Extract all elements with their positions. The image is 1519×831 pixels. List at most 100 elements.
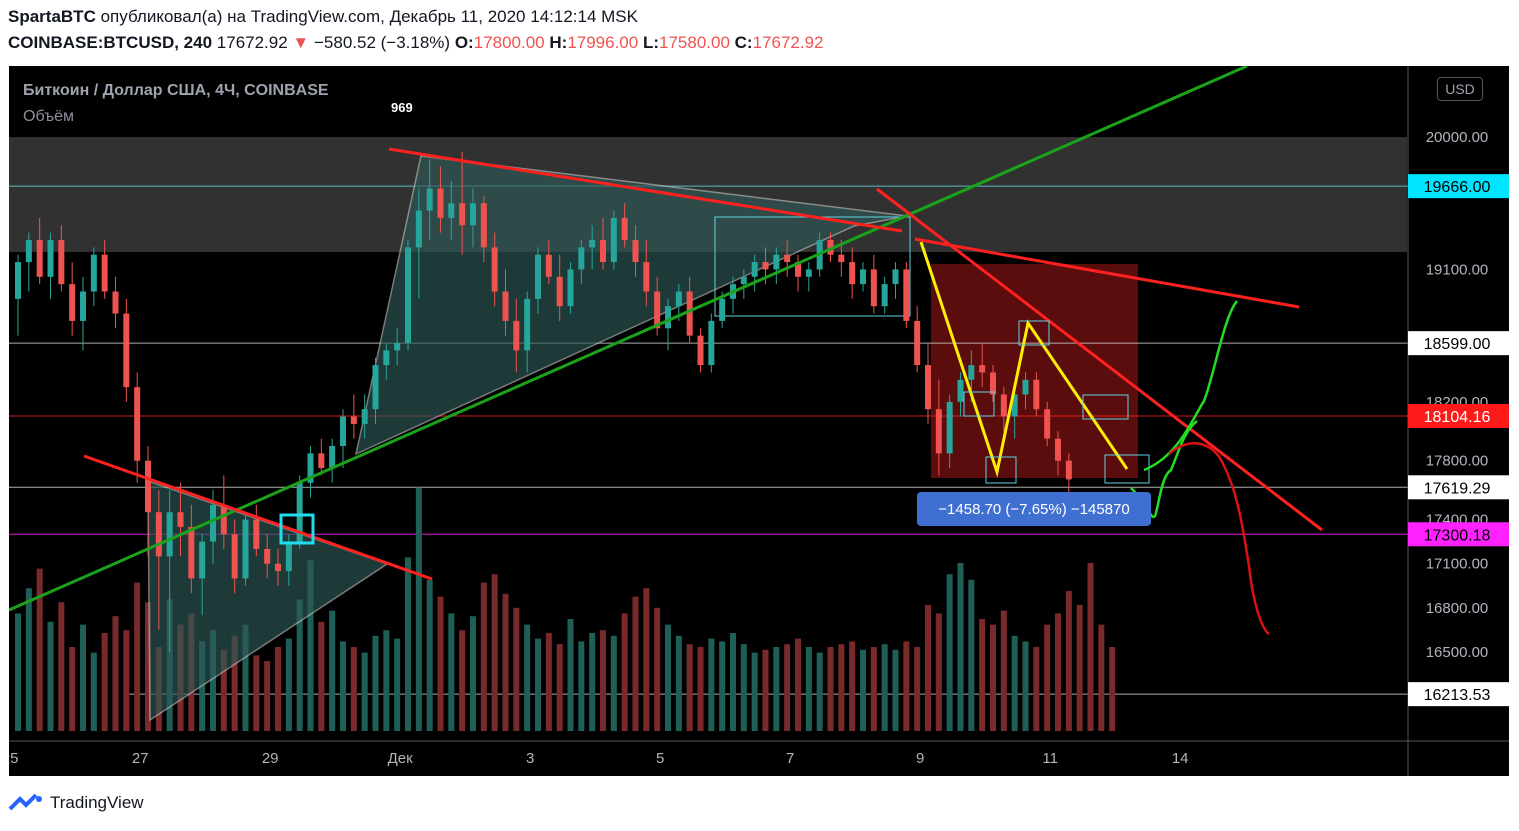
volume-bar (264, 661, 271, 731)
volume-bar (957, 563, 964, 731)
legend-volume[interactable]: Объём (23, 108, 74, 125)
volume-bar (101, 633, 108, 731)
price-tag-bg (1408, 475, 1509, 500)
candle-body (665, 306, 671, 329)
w-pattern[interactable] (919, 241, 1129, 478)
volume-bar (361, 652, 368, 731)
candle-body (513, 320, 520, 351)
high-label: H: (549, 33, 568, 52)
time-tick-label: 9 (916, 750, 924, 767)
volume-bar (740, 644, 747, 731)
volume-bar (394, 638, 401, 731)
volume-bar (545, 633, 552, 731)
volume-bar (405, 557, 411, 731)
price-tag-bg (1408, 174, 1509, 199)
candle-body (1011, 394, 1018, 417)
candle-body (307, 453, 314, 483)
candle-body (123, 313, 130, 388)
author-name[interactable]: SpartaBTC (8, 7, 96, 26)
candle-body (426, 188, 433, 211)
volume-bar (470, 616, 476, 731)
volume-bar (275, 647, 281, 731)
candle-body (15, 262, 21, 299)
candle-body (979, 365, 986, 373)
marker-box (1082, 394, 1129, 420)
legend-title[interactable]: Биткоин / Доллар США, 4Ч, COINBASE (23, 82, 329, 99)
volume-value: 969 (391, 100, 413, 115)
chart-svg[interactable]: −1458.70 (−7.65%) −145870 16500.00 16800.… (9, 66, 1509, 776)
trendline-red-low[interactable] (83, 454, 433, 581)
candle-body (166, 512, 173, 557)
volume-bar (502, 593, 509, 731)
candle-body (58, 240, 65, 285)
trendline-red-long[interactable] (914, 237, 1300, 309)
volume-bar (708, 638, 715, 731)
candle-body (36, 240, 43, 277)
candle-body (285, 541, 292, 572)
price-tick-label: 17100.00 (1426, 556, 1489, 573)
candle-body (155, 512, 162, 557)
candle-body (697, 335, 704, 366)
volume-bar (231, 635, 238, 731)
candle-body (632, 240, 639, 263)
volume-bar (784, 644, 791, 731)
candle-body (892, 269, 899, 285)
marker-box (1018, 320, 1050, 346)
trendline-red-top[interactable] (388, 147, 903, 233)
candle-body (69, 284, 76, 321)
candle-body (719, 298, 726, 321)
ohlc-line: COINBASE:BTCUSD, 240 17672.92 ▼ −580.52 … (8, 33, 824, 53)
volume-bar (134, 582, 141, 731)
volume-bar (925, 605, 931, 731)
candle-body (990, 372, 996, 395)
candle-body (264, 549, 271, 564)
candle-body (318, 453, 325, 469)
time-tick-label: 14 (1172, 750, 1189, 767)
volume-bar (210, 630, 216, 731)
projection-up (1143, 300, 1238, 472)
candle-body (849, 262, 856, 285)
trendline-green[interactable] (9, 66, 1248, 612)
volume-bar (1055, 613, 1061, 731)
chart-area[interactable]: −1458.70 (−7.65%) −145870 16500.00 16800.… (9, 66, 1509, 776)
trendline-red-falling[interactable] (876, 187, 1323, 532)
time-tick-label: Дек (388, 750, 414, 767)
volume-bar (1011, 635, 1018, 731)
volume-bar (459, 630, 466, 731)
volume-bar (589, 633, 596, 731)
volume-bar (285, 638, 292, 731)
candle-body (621, 217, 628, 240)
volume-bar (567, 619, 574, 731)
volume-bar (535, 638, 541, 731)
volume-bar (69, 647, 76, 731)
volume-bar (632, 596, 639, 731)
volume-bar (1109, 647, 1116, 731)
candle-body (1065, 460, 1072, 480)
time-tick-label: 11 (1042, 750, 1058, 767)
volume-bar (870, 647, 877, 731)
price-tag-label: 18104.16 (1424, 409, 1491, 426)
volume-bar (80, 624, 86, 731)
volume-bar (350, 647, 357, 731)
price-axis[interactable]: 16500.0016800.0017100.0017400.0017800.00… (1426, 129, 1489, 661)
volume-bars (15, 487, 1116, 731)
time-axis[interactable]: 25 27 29 Дек 3 5 7 9 11 14 (9, 750, 1189, 767)
symbol-label: COINBASE:BTCUSD, 240 (8, 33, 213, 52)
candle-body (1033, 379, 1040, 410)
candle-body (253, 519, 260, 549)
candle-body (145, 460, 151, 513)
candle-body (654, 291, 661, 329)
brand-name: TradingView (50, 793, 144, 812)
currency-button[interactable]: USD (1437, 77, 1483, 101)
volume-bar (946, 574, 953, 731)
volume-bar (112, 616, 119, 731)
tradingview-logo[interactable]: TradingView (8, 792, 144, 814)
volume-bar (36, 568, 43, 731)
price-tag-label: 17300.18 (1424, 527, 1491, 544)
volume-bar (860, 649, 866, 731)
projection-down (1168, 442, 1270, 636)
volume-bar (1022, 641, 1029, 731)
candle-body (383, 350, 390, 366)
candle-body (470, 203, 476, 226)
volume-bar (1087, 563, 1094, 731)
